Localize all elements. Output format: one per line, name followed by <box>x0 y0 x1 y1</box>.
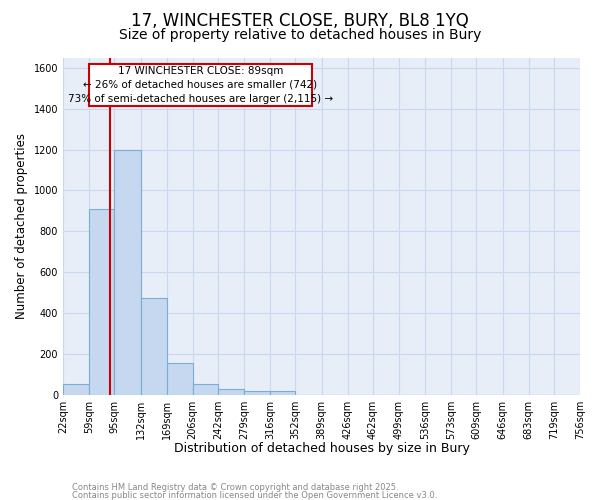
Bar <box>167 364 193 395</box>
Bar <box>63 384 89 395</box>
Bar <box>270 392 295 395</box>
Text: Contains public sector information licensed under the Open Government Licence v3: Contains public sector information licen… <box>72 490 437 500</box>
Bar <box>218 390 244 395</box>
Text: Size of property relative to detached houses in Bury: Size of property relative to detached ho… <box>119 28 481 42</box>
Text: 17 WINCHESTER CLOSE: 89sqm
← 26% of detached houses are smaller (742)
73% of sem: 17 WINCHESTER CLOSE: 89sqm ← 26% of deta… <box>68 66 333 104</box>
Bar <box>89 209 115 395</box>
Y-axis label: Number of detached properties: Number of detached properties <box>15 133 28 319</box>
Bar <box>193 384 218 395</box>
X-axis label: Distribution of detached houses by size in Bury: Distribution of detached houses by size … <box>173 442 469 455</box>
Text: 17, WINCHESTER CLOSE, BURY, BL8 1YQ: 17, WINCHESTER CLOSE, BURY, BL8 1YQ <box>131 12 469 30</box>
Bar <box>244 392 270 395</box>
Bar <box>115 150 140 395</box>
Text: Contains HM Land Registry data © Crown copyright and database right 2025.: Contains HM Land Registry data © Crown c… <box>72 483 398 492</box>
FancyBboxPatch shape <box>89 64 311 106</box>
Bar <box>140 298 167 395</box>
